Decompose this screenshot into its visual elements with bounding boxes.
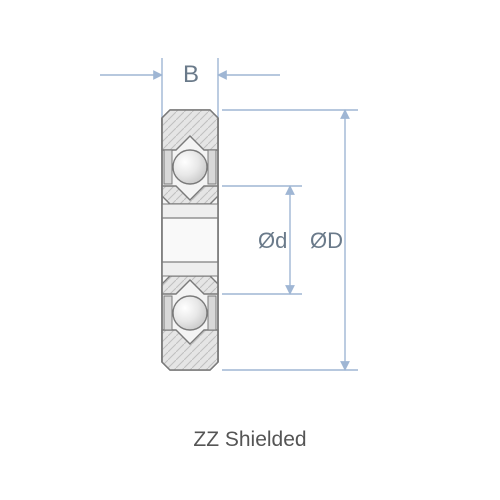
ball-bottom <box>173 296 207 330</box>
diagram-caption: ZZ Shielded <box>0 428 500 452</box>
label-bore-d: Ød <box>258 228 287 253</box>
diagram-stage: B Ød ØD ZZ Shielded <box>0 0 500 500</box>
bearing-body <box>162 110 218 370</box>
ball-top <box>173 150 207 184</box>
label-width-B: B <box>183 61 199 88</box>
bearing-cross-section-drawing: B Ød ØD <box>0 0 500 500</box>
dimension-lines <box>100 58 358 370</box>
label-outer-D: ØD <box>310 228 343 253</box>
